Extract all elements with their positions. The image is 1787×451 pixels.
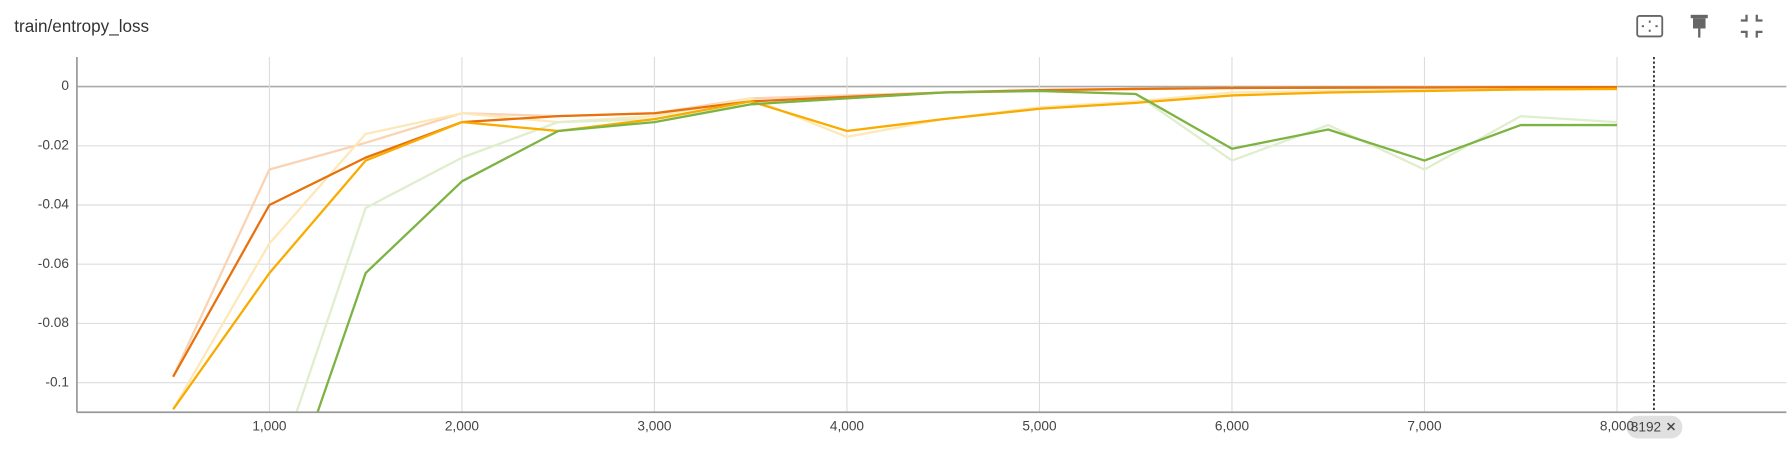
y-tick-label: -0.08	[38, 315, 69, 330]
series-line	[316, 89, 1618, 413]
x-tick-label: 5,000	[1022, 419, 1057, 434]
series-line	[172, 85, 1618, 378]
x-tick-label: 6,000	[1215, 419, 1250, 434]
y-tick-label: -0.04	[38, 197, 70, 212]
cursor-chip	[1626, 415, 1683, 439]
plot-area	[172, 85, 1618, 413]
y-tick-label: -0.1	[45, 374, 69, 389]
fit-domain-button[interactable]	[1636, 15, 1664, 38]
series-line	[172, 87, 1618, 410]
y-tick-label: -0.02	[38, 137, 69, 152]
cursor-remove	[1667, 422, 1675, 431]
grid	[76, 56, 1787, 413]
x-tick-label: 7,000	[1407, 419, 1442, 434]
series-line	[172, 85, 1618, 378]
x-tick-label: 3,000	[637, 419, 672, 434]
cursor-label: 8192	[1631, 419, 1661, 434]
series-line	[172, 87, 1618, 410]
cursor: 8192	[1626, 56, 1683, 439]
y-tick-label: -0.06	[38, 256, 69, 271]
x-tick-label: 1,000	[252, 419, 287, 434]
x-tick-label: 4,000	[830, 419, 865, 434]
chart-title: train/entropy_loss	[14, 17, 149, 36]
x-tick-label: 2,000	[445, 419, 480, 434]
y-tick-label: 0	[61, 78, 69, 93]
pin-button[interactable]	[1690, 14, 1708, 38]
x-tick-label: 8,000	[1600, 419, 1635, 434]
series-line	[295, 89, 1618, 413]
collapse-button[interactable]	[1740, 14, 1763, 38]
